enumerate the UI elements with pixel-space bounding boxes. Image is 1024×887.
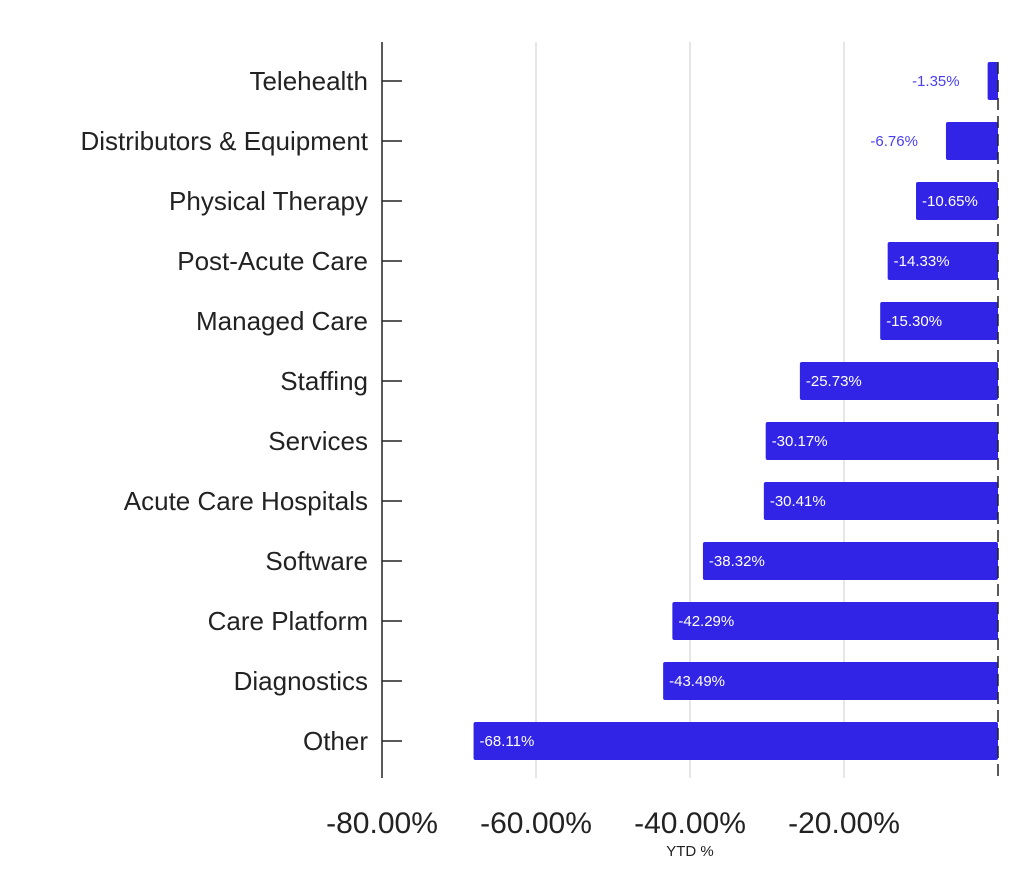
data-label: -30.41% — [770, 493, 826, 510]
x-tick-labels: -80.00% -60.00% -40.00% -20.00% — [326, 807, 900, 840]
data-label: -15.30% — [886, 313, 942, 330]
data-label: -68.11% — [480, 733, 535, 750]
category-label: Physical Therapy — [169, 186, 368, 216]
data-label: -14.33% — [894, 253, 950, 270]
category-label: Telehealth — [249, 66, 368, 96]
bar — [763, 482, 998, 520]
x-tick-label: -20.00% — [788, 807, 900, 840]
x-axis-title: YTD % — [666, 843, 714, 860]
bar — [765, 422, 998, 460]
bar — [672, 602, 998, 640]
x-tick-label: -80.00% — [326, 807, 438, 840]
bar — [473, 722, 999, 760]
bar — [799, 362, 998, 400]
bar — [887, 242, 998, 280]
bar — [702, 542, 998, 580]
category-label: Acute Care Hospitals — [124, 486, 368, 516]
data-label: -42.29% — [678, 613, 734, 630]
data-label: -43.49% — [669, 673, 725, 690]
bar — [915, 182, 998, 220]
x-tick-label: -60.00% — [480, 807, 592, 840]
category-label: Software — [265, 546, 368, 576]
x-tick-label: -40.00% — [634, 807, 746, 840]
category-label: Distributors & Equipment — [80, 126, 368, 156]
bars: -1.35% -6.76% -10.65% -14.33% -15.30% -25.73%… — [473, 62, 999, 760]
category-label: Post-Acute Care — [177, 246, 368, 276]
category-label: Staffing — [280, 366, 368, 396]
data-label: -30.17% — [772, 433, 828, 450]
category-label: Managed Care — [196, 306, 368, 336]
data-label: -10.65% — [922, 193, 978, 210]
bar — [987, 62, 998, 100]
category-label: Services — [268, 426, 368, 456]
gridlines — [535, 42, 845, 778]
category-label: Diagnostics — [234, 666, 368, 696]
axes — [381, 42, 999, 778]
data-label: -25.73% — [806, 373, 862, 390]
data-label: -1.35% — [912, 73, 960, 90]
category-label: Other — [303, 726, 368, 756]
data-label: -38.32% — [709, 553, 765, 570]
bar — [945, 122, 998, 160]
category-labels: Telehealth Distributors & Equipment Physic… — [80, 66, 368, 756]
bar — [880, 302, 998, 340]
bar — [663, 662, 998, 700]
category-label: Care Platform — [208, 606, 368, 636]
data-label: -6.76% — [870, 133, 918, 150]
